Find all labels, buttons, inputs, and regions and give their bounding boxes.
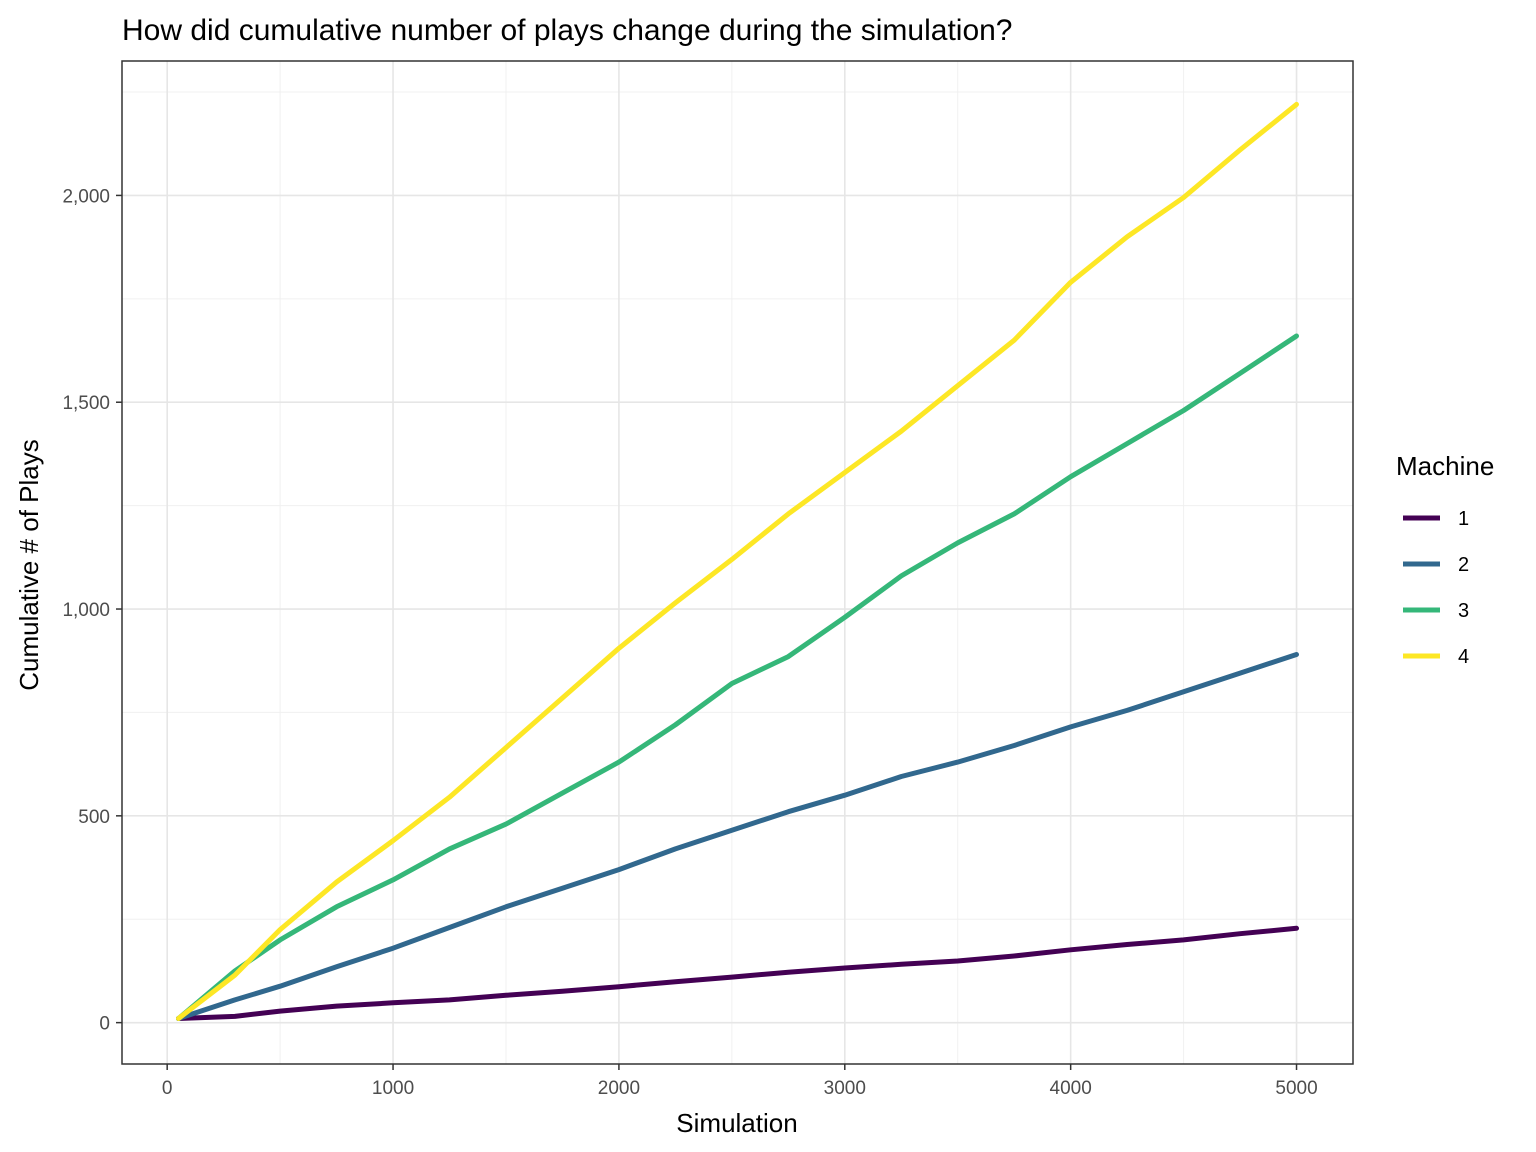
y-tick-label: 1,000 (62, 600, 110, 621)
x-tick-label: 1000 (372, 1078, 414, 1099)
legend-label-machine-3: 3 (1458, 600, 1469, 622)
legend-title: Machine (1396, 451, 1494, 481)
x-tick-label: 0 (162, 1078, 173, 1099)
legend-label-machine-2: 2 (1458, 554, 1469, 576)
series-line-machine-3 (176, 333, 1299, 1021)
legend-label-machine-4: 4 (1458, 646, 1469, 668)
x-tick-label: 5000 (1275, 1078, 1317, 1099)
y-tick-label: 1,500 (62, 393, 110, 414)
series-lines (176, 101, 1299, 1021)
plot-background (122, 61, 1353, 1064)
y-axis: 0 500 1,000 1,500 2,000 (62, 186, 122, 1035)
series-line-machine-2 (176, 652, 1299, 1021)
x-axis-title: Simulation (676, 1108, 797, 1138)
y-tick-label: 2,000 (62, 186, 110, 207)
x-tick-label: 4000 (1050, 1078, 1092, 1099)
y-axis-title: Cumulative # of Plays (14, 439, 44, 690)
legend: Machine 1 2 3 4 (1396, 451, 1494, 668)
x-tick-label: 2000 (598, 1078, 640, 1099)
y-tick-label: 0 (99, 1014, 110, 1035)
chart-title: How did cumulative number of plays chang… (122, 14, 1013, 47)
x-axis: 0 1000 2000 3000 4000 5000 (162, 1064, 1318, 1099)
series-line-machine-4 (176, 101, 1299, 1021)
plot-area (122, 61, 1353, 1064)
plot-panel-border (121, 60, 1354, 1065)
series-line-machine-1 (176, 925, 1299, 1021)
gridlines (122, 61, 1353, 1064)
y-tick-label: 500 (78, 807, 110, 828)
legend-label-machine-1: 1 (1458, 508, 1469, 530)
x-tick-label: 3000 (824, 1078, 866, 1099)
